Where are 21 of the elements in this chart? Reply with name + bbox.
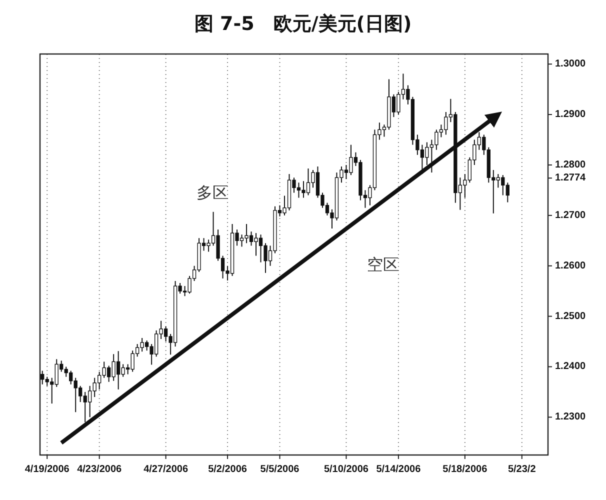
x-tick-label: 5/5/2006: [260, 464, 300, 475]
annotation: 多区: [196, 182, 229, 202]
y-tick-label: 1.2800: [555, 159, 586, 170]
y-tick-label: 1.3000: [555, 58, 586, 70]
title: 图 7-5 欧元/美元(日图): [194, 13, 412, 35]
x-tick-label: 5/10/2006: [324, 464, 368, 475]
y-tick-label: 1.2300: [555, 412, 586, 423]
x-tick-label: 4/23/2006: [77, 464, 122, 475]
x-tick-label: 4/27/2006: [144, 464, 188, 475]
x-tick-label: 5/2/2006: [208, 464, 247, 475]
x-tick-label: 5/23/2: [508, 464, 536, 475]
y-tick-label: 1.2900: [555, 109, 586, 120]
x-tick-label: 5/14/2006: [376, 464, 421, 475]
y-tick-label: 1.2400: [555, 361, 586, 372]
y-tick-label: 1.2600: [555, 260, 586, 272]
y-tick-label: 1.2700: [555, 210, 586, 221]
y-tick-label: 1.2774: [555, 172, 586, 184]
annotation: 空区: [366, 255, 399, 274]
x-tick-label: 4/19/2006: [24, 464, 70, 475]
x-tick-label: 5/18/2006: [442, 464, 488, 475]
y-tick-label: 1.2500: [555, 310, 586, 322]
